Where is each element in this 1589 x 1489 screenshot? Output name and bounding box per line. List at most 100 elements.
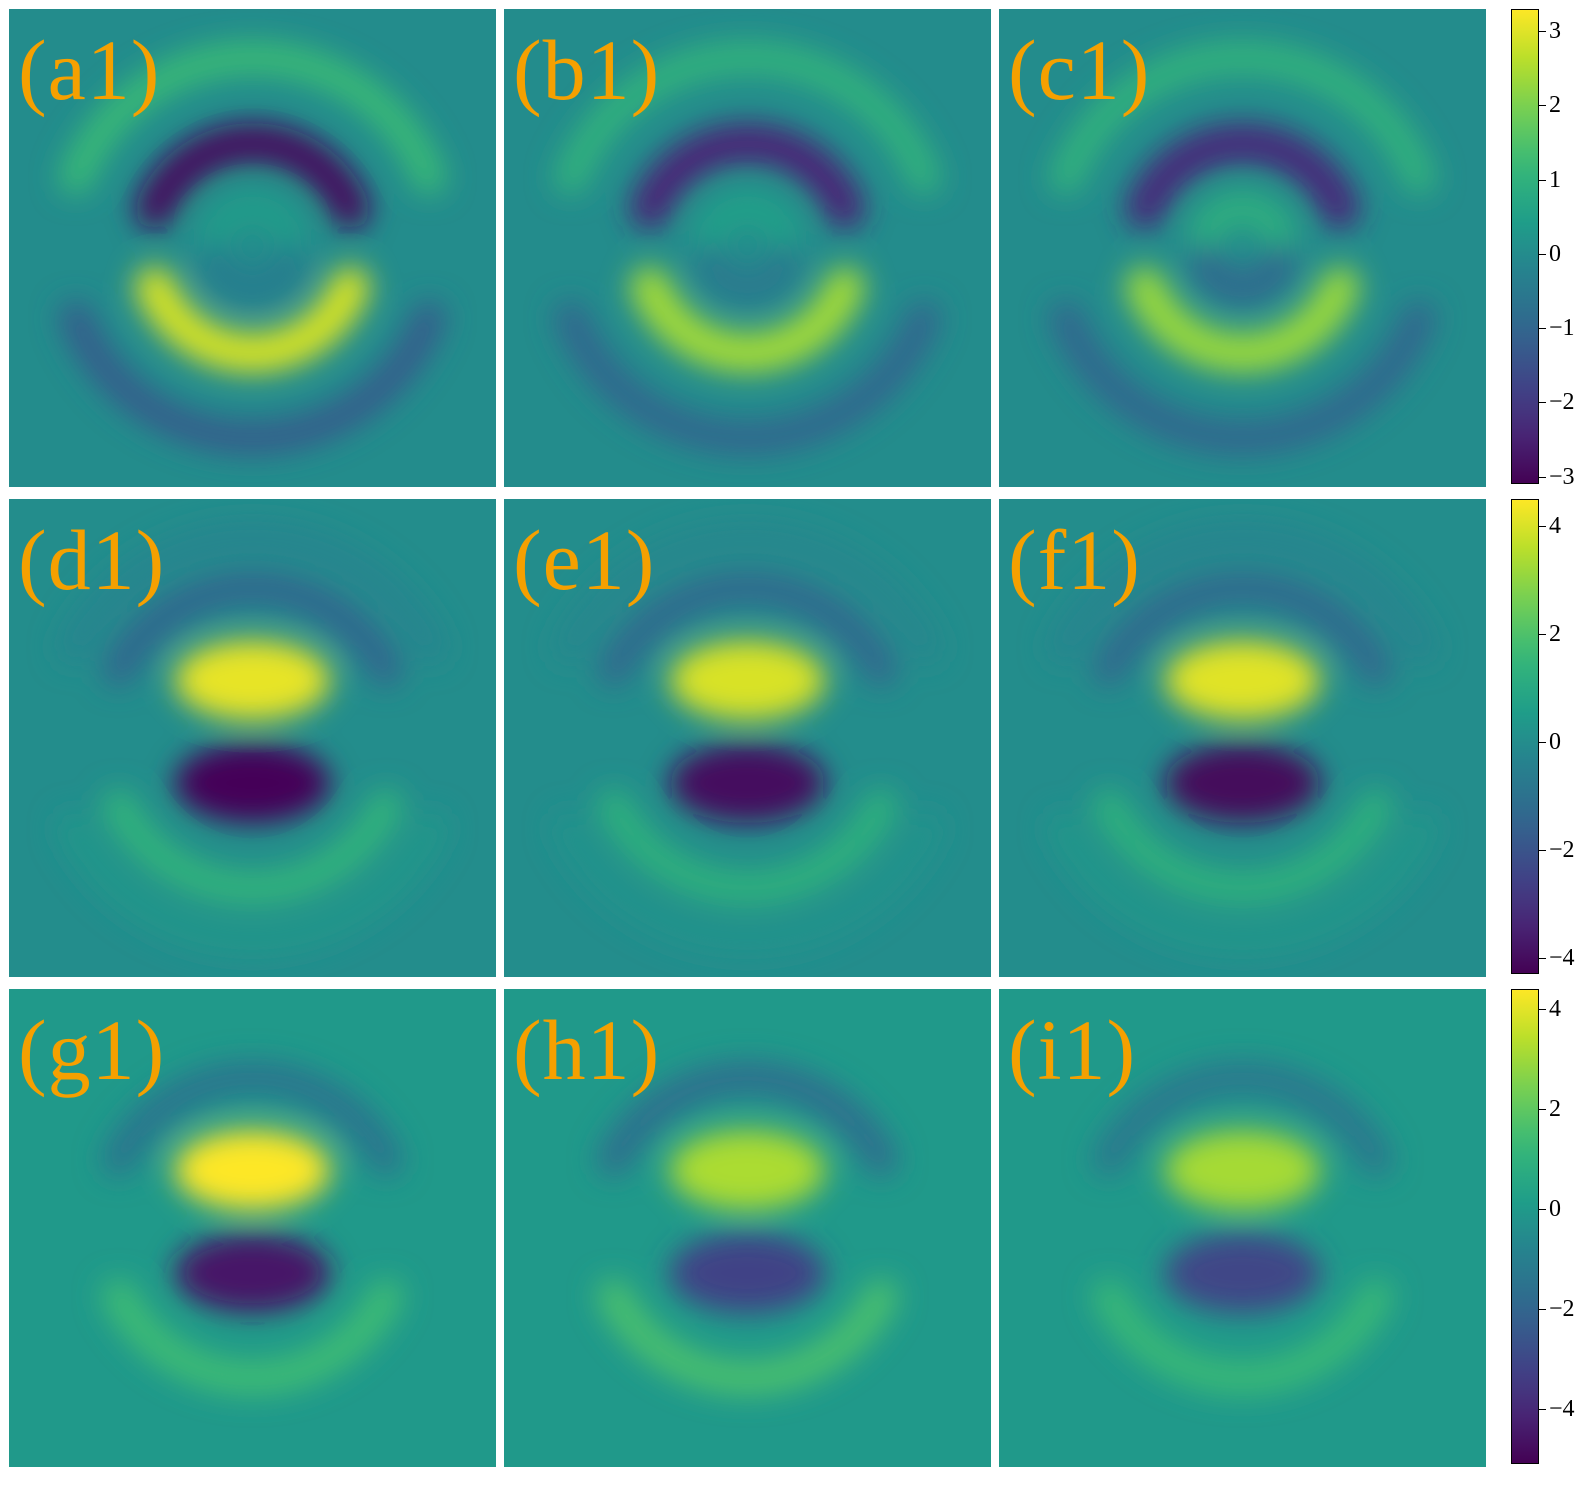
heatmap-lobe bbox=[629, 123, 866, 230]
colorbar-tick bbox=[1539, 1009, 1546, 1010]
colorbar-tick bbox=[1539, 958, 1546, 959]
panel-label: (i1) bbox=[1008, 1002, 1137, 1098]
heatmap-lobe bbox=[198, 191, 307, 251]
colorbar-tick bbox=[1539, 105, 1546, 106]
heatmap-lobe bbox=[629, 266, 866, 373]
heatmap-lobe bbox=[1164, 1130, 1321, 1210]
heatmap-panel: (h1) bbox=[504, 989, 991, 1467]
colorbar-tick bbox=[1539, 634, 1546, 635]
heatmap-lobe bbox=[596, 571, 899, 687]
colorbar bbox=[1511, 989, 1539, 1464]
heatmap-lobe bbox=[101, 1279, 404, 1395]
panel-label: (a1) bbox=[18, 22, 161, 118]
panel-label: (e1) bbox=[513, 512, 656, 608]
heatmap-lobe bbox=[1188, 191, 1297, 251]
colorbar-tick-label: −4 bbox=[1549, 945, 1575, 971]
heatmap-panel: (a1) bbox=[9, 9, 496, 487]
heatmap-lobe bbox=[174, 640, 331, 720]
heatmap-lobe bbox=[1164, 640, 1321, 720]
heatmap-lobe bbox=[1048, 300, 1437, 455]
colorbar-tick-label: 0 bbox=[1549, 729, 1561, 755]
panel-label: (h1) bbox=[513, 1002, 661, 1098]
colorbar-tick bbox=[1539, 328, 1546, 329]
heatmap-lobe bbox=[669, 743, 826, 823]
colorbar-tick-label: −2 bbox=[1549, 837, 1575, 863]
colorbar-tick-label: 2 bbox=[1549, 1096, 1561, 1122]
colorbar-gradient bbox=[1511, 9, 1539, 484]
heatmap-lobe bbox=[552, 521, 943, 665]
heatmap-canvas bbox=[999, 989, 1486, 1467]
heatmap-lobe bbox=[693, 191, 802, 251]
heatmap-lobe bbox=[174, 1130, 331, 1210]
panel-label: (f1) bbox=[1008, 512, 1141, 608]
heatmap-lobe bbox=[669, 640, 826, 720]
heatmap-lobe bbox=[58, 300, 447, 455]
colorbar-tick-label: 1 bbox=[1549, 167, 1561, 193]
colorbar-tick-label: −2 bbox=[1549, 1296, 1575, 1322]
heatmap-lobe bbox=[1091, 1279, 1394, 1395]
colorbar-tick bbox=[1539, 1309, 1546, 1310]
colorbar-tick bbox=[1539, 254, 1546, 255]
colorbar-gradient bbox=[1511, 989, 1539, 1464]
heatmap-lobe bbox=[134, 266, 371, 373]
heatmap-lobe bbox=[101, 571, 404, 687]
panel-label: (c1) bbox=[1008, 22, 1151, 118]
heatmap-lobe bbox=[552, 811, 943, 955]
heatmap-lobe bbox=[1188, 245, 1297, 305]
heatmap-lobe bbox=[1047, 521, 1438, 665]
colorbar-tick-label: 4 bbox=[1549, 513, 1561, 539]
colorbar-tick-label: 2 bbox=[1549, 621, 1561, 647]
heatmap-panel: (c1) bbox=[999, 9, 1486, 487]
heatmap-lobe bbox=[57, 521, 448, 665]
heatmap-lobe bbox=[57, 811, 448, 955]
colorbar-tick-label: −4 bbox=[1549, 1396, 1575, 1422]
heatmap-lobe bbox=[174, 1233, 331, 1313]
colorbar-tick bbox=[1539, 1409, 1546, 1410]
heatmap-panel: (b1) bbox=[504, 9, 991, 487]
heatmap-lobe bbox=[134, 123, 371, 230]
panel-label: (g1) bbox=[18, 1002, 166, 1098]
heatmap-background bbox=[999, 9, 1486, 487]
heatmap-lobe bbox=[101, 1061, 404, 1177]
heatmap-background bbox=[9, 9, 496, 487]
heatmap-lobe bbox=[1164, 743, 1321, 823]
heatmap-lobe bbox=[174, 743, 331, 823]
heatmap-canvas bbox=[504, 989, 991, 1467]
colorbar-tick-label: 0 bbox=[1549, 241, 1561, 267]
heatmap-lobe bbox=[1164, 1233, 1321, 1313]
heatmap-lobe bbox=[1124, 266, 1361, 373]
colorbar-tick-label: 0 bbox=[1549, 1196, 1561, 1222]
colorbar-gradient bbox=[1511, 499, 1539, 974]
colorbar bbox=[1511, 9, 1539, 484]
heatmap-lobe bbox=[1091, 1061, 1394, 1177]
colorbar-tick-label: 2 bbox=[1549, 92, 1561, 118]
colorbar-tick-label: 4 bbox=[1549, 996, 1561, 1022]
heatmap-lobe bbox=[1091, 789, 1394, 905]
heatmap-lobe bbox=[1047, 811, 1438, 955]
heatmap-canvas bbox=[504, 9, 991, 487]
panel-label: (d1) bbox=[18, 512, 166, 608]
colorbar-tick bbox=[1539, 1109, 1546, 1110]
heatmap-panel: (f1) bbox=[999, 499, 1486, 977]
heatmap-lobe bbox=[596, 1279, 899, 1395]
colorbar-tick bbox=[1539, 526, 1546, 527]
colorbar-tick bbox=[1539, 850, 1546, 851]
heatmap-canvas bbox=[9, 499, 496, 977]
colorbar-tick bbox=[1539, 477, 1546, 478]
colorbar-tick-label: −3 bbox=[1549, 464, 1575, 490]
colorbar-tick bbox=[1539, 180, 1546, 181]
heatmap-canvas bbox=[999, 9, 1486, 487]
colorbar-tick bbox=[1539, 31, 1546, 32]
colorbar-tick-label: −1 bbox=[1549, 315, 1575, 341]
heatmap-panel: (d1) bbox=[9, 499, 496, 977]
heatmap-lobe bbox=[58, 41, 447, 196]
heatmap-lobe bbox=[101, 789, 404, 905]
heatmap-panel: (i1) bbox=[999, 989, 1486, 1467]
heatmap-lobe bbox=[669, 1130, 826, 1210]
heatmap-canvas bbox=[9, 9, 496, 487]
heatmap-lobe bbox=[553, 41, 942, 196]
colorbar-tick-label: −2 bbox=[1549, 389, 1575, 415]
heatmap-panel: (g1) bbox=[9, 989, 496, 1467]
heatmap-canvas bbox=[999, 499, 1486, 977]
colorbar-tick bbox=[1539, 402, 1546, 403]
